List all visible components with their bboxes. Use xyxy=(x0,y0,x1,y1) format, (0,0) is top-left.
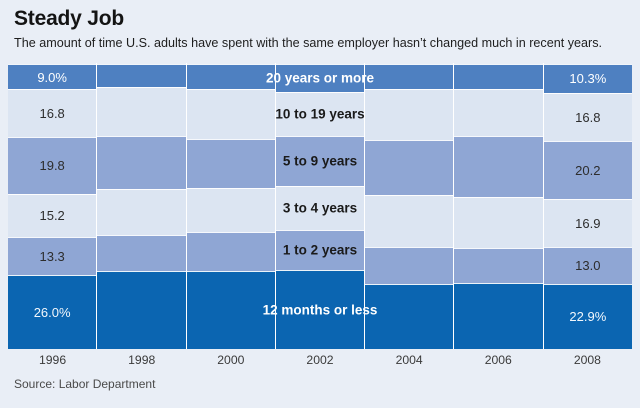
band-segment xyxy=(454,89,543,137)
year-label: 2004 xyxy=(395,353,423,367)
band-segment xyxy=(97,87,186,136)
band-segment: 19.8 xyxy=(8,137,97,194)
year-label: 2002 xyxy=(306,353,334,367)
year-label: 1998 xyxy=(128,353,156,367)
band-segment xyxy=(97,188,186,235)
year-label: 2006 xyxy=(484,353,512,367)
band-segment: 15.2 xyxy=(8,193,97,238)
chart-subtitle: The amount of time U.S. adults have spen… xyxy=(14,36,603,50)
band-segment: 26.0% xyxy=(8,274,97,349)
band-segment xyxy=(365,247,454,285)
band-segment xyxy=(275,185,365,231)
band-segment xyxy=(275,63,365,92)
value-label: 19.8 xyxy=(39,158,65,174)
band-segment: 9.0% xyxy=(8,63,97,90)
band-segment xyxy=(97,135,186,189)
band-segment xyxy=(365,139,454,195)
band-segment: 13.0 xyxy=(543,246,632,284)
value-label: 16.8 xyxy=(39,106,65,122)
band-segment xyxy=(186,63,275,89)
band-segment xyxy=(365,63,454,89)
band-segment xyxy=(275,135,365,186)
chart-column-1998 xyxy=(96,63,186,349)
band-segment xyxy=(454,248,543,284)
band-segment xyxy=(454,283,543,349)
band-segment: 16.9 xyxy=(543,198,632,247)
band-segment xyxy=(275,270,365,349)
value-label: 16.9 xyxy=(575,215,601,231)
chart-column-2006 xyxy=(453,63,543,349)
band-segment xyxy=(186,271,275,349)
value-label: 15.2 xyxy=(39,208,65,224)
year-label: 2008 xyxy=(573,353,601,367)
page-title: Steady Job xyxy=(14,7,125,30)
band-segment xyxy=(275,91,365,136)
value-label: 26.0% xyxy=(33,304,71,320)
chart-column-2000 xyxy=(185,63,275,349)
band-segment: 16.8 xyxy=(543,93,632,141)
band-segment xyxy=(97,235,186,271)
band-segment xyxy=(97,270,186,349)
chart-column-2004 xyxy=(364,63,454,349)
band-segment xyxy=(97,64,186,88)
band-segment xyxy=(454,197,543,249)
year-label: 2000 xyxy=(217,353,245,367)
chart-column-1996: 9.0% 16.8 19.8 15.2 13.3 26.0% xyxy=(8,63,97,349)
band-segment xyxy=(186,88,275,140)
stacked-band-chart: 9.0% 16.8 19.8 15.2 13.3 26.0% 10.3% 16.8 20.2 16… xyxy=(8,63,632,349)
year-label: 1996 xyxy=(39,353,67,367)
band-segment: 16.8 xyxy=(8,89,97,138)
x-axis: 1996 1998 2000 2002 2004 2006 2008 xyxy=(8,353,632,369)
value-label: 9.0% xyxy=(37,69,67,85)
band-segment: 20.2 xyxy=(543,140,632,199)
band-segment xyxy=(454,64,543,90)
value-label: 22.9% xyxy=(569,309,607,325)
chart-column-2008: 10.3% 16.8 20.2 16.9 13.0 22.9% xyxy=(542,63,632,349)
band-segment xyxy=(454,136,543,198)
band-segment xyxy=(275,230,365,271)
band-segment xyxy=(365,284,454,349)
band-segment xyxy=(365,194,454,248)
value-label: 20.2 xyxy=(575,162,601,178)
value-label: 13.3 xyxy=(39,248,65,264)
band-segment xyxy=(365,88,454,140)
band-segment xyxy=(186,231,275,272)
value-label: 10.3% xyxy=(569,71,607,87)
source-note: Source: Labor Department xyxy=(14,377,156,391)
band-segment: 22.9% xyxy=(543,283,632,349)
band-segment: 13.3 xyxy=(8,237,97,275)
value-label: 16.8 xyxy=(575,110,601,126)
band-segment xyxy=(186,139,275,188)
value-label: 13.0 xyxy=(575,258,601,274)
band-segment xyxy=(186,188,275,232)
band-segment: 10.3% xyxy=(543,63,632,94)
chart-column-2002 xyxy=(274,63,365,349)
